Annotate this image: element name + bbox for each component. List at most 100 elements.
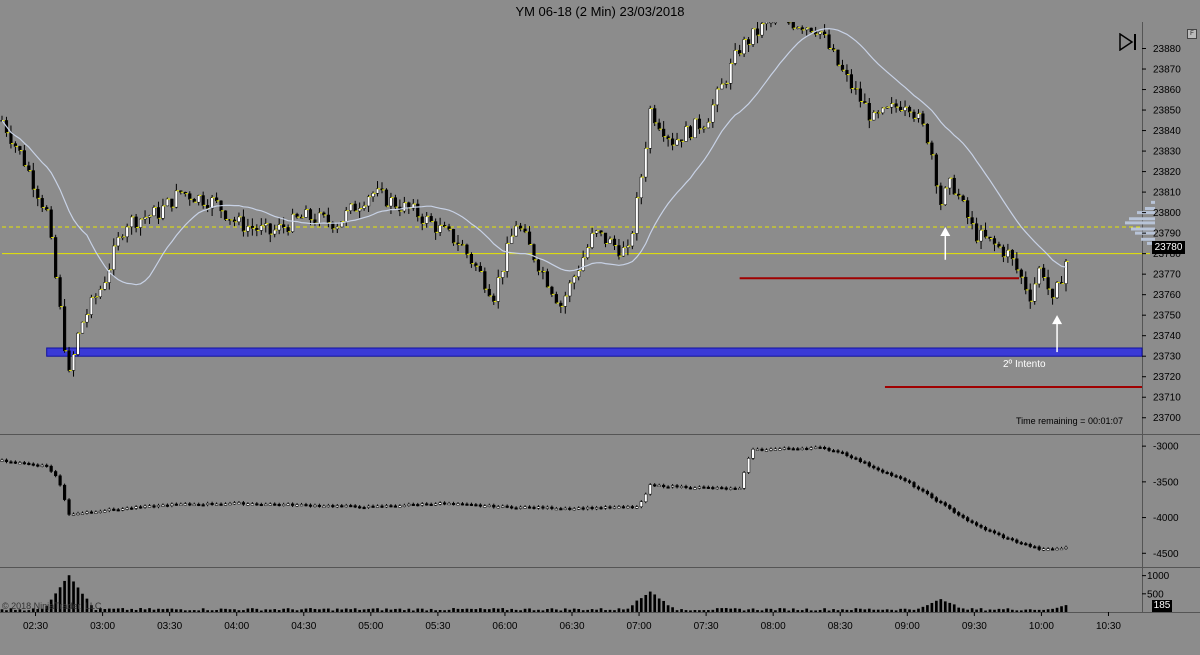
indicator-candle: [183, 503, 187, 506]
indicator-candle: [644, 493, 648, 502]
annotation-label: 2º Intento: [1003, 359, 1046, 370]
x-tick-label: 02:30: [23, 621, 48, 632]
x-tick-label: 03:00: [90, 621, 115, 632]
volume-bar: [335, 608, 339, 612]
volume-bar: [9, 608, 13, 612]
support-zone: [46, 347, 1143, 357]
indicator-candle: [818, 446, 822, 449]
candle-body: [18, 146, 22, 151]
indicator-candle: [228, 503, 232, 506]
volume-bar: [1051, 608, 1054, 612]
candle-body: [764, 22, 769, 24]
indicator-candle: [103, 510, 107, 513]
volume-bar: [876, 609, 880, 612]
indicator-candle: [116, 509, 120, 512]
candle-body: [206, 205, 210, 209]
volume-bar: [188, 610, 192, 612]
volume-bar: [622, 609, 625, 612]
indicator-candle: [58, 475, 62, 486]
candle-body: [554, 294, 558, 304]
indicator-candle: [1059, 548, 1064, 551]
volume-bar: [27, 610, 31, 612]
candle-body: [371, 193, 375, 197]
indicator-candle: [40, 464, 44, 467]
volume-bar: [139, 608, 142, 612]
indicator-candle: [983, 527, 988, 531]
indicator-candle: [894, 475, 898, 478]
volume-bar: [939, 599, 943, 612]
indicator-candle: [94, 511, 98, 514]
candle-body: [1006, 249, 1010, 258]
price-pane[interactable]: 23880 23870 23860 23850 23840 23830 23820 23810…: [0, 22, 1200, 435]
volume-chart[interactable]: 1000 500 02:30 03:00 03:30 04:00 04:30 05:00 05:…: [0, 568, 1200, 655]
volume-bar: [170, 608, 174, 612]
price-tick-label: 23820: [1153, 167, 1181, 178]
volume-bar: [54, 593, 57, 612]
volume-bar: [832, 609, 835, 612]
price-tick-label: 23780: [1153, 249, 1181, 260]
indicator-candle: [653, 484, 657, 487]
indicator-candle: [903, 478, 907, 482]
candle-body: [27, 165, 31, 171]
indicator-candle: [340, 505, 344, 508]
indicator-candle: [568, 507, 572, 510]
candle-body: [349, 203, 353, 211]
indicator-candle: [487, 504, 491, 507]
candle-body: [577, 270, 581, 278]
candle-body: [1055, 282, 1059, 299]
volume-bar: [90, 605, 93, 612]
indicator-candle: [192, 503, 196, 506]
candle-body: [925, 123, 930, 144]
volume-bar: [125, 609, 129, 612]
volume-bar: [751, 608, 755, 612]
candle-body: [742, 39, 746, 55]
volume-bar: [40, 608, 44, 612]
indicator-pane[interactable]: -3000 -3500 -4000 -4500: [0, 435, 1200, 568]
volume-bar: [608, 609, 612, 612]
indicator-candle: [121, 508, 125, 511]
indicator-candle: [67, 499, 71, 515]
volume-bar: [541, 610, 545, 612]
volume-bar: [532, 610, 536, 612]
indicator-candle: [563, 507, 567, 510]
price-chart[interactable]: 23880 23870 23860 23850 23840 23830 23820 23810…: [0, 22, 1200, 435]
candle-body: [1028, 289, 1032, 302]
candle-body: [581, 257, 585, 271]
volume-bar: [948, 602, 952, 612]
volume-bar: [192, 610, 196, 612]
candle-body: [429, 216, 433, 222]
volume-tick-label: 500: [1147, 589, 1164, 600]
price-tick-label: 23870: [1153, 65, 1181, 76]
volume-bar: [800, 610, 804, 612]
volume-bar: [796, 610, 800, 612]
indicator-candle: [778, 448, 782, 451]
scroll-to-end-icon[interactable]: [1117, 33, 1139, 51]
arrow-second-touch-head: [1052, 315, 1063, 325]
indicator-candle: [898, 476, 903, 479]
volume-bar: [291, 609, 294, 612]
candle-body: [89, 297, 94, 315]
volume-bar: [702, 610, 706, 612]
candle-body: [425, 216, 429, 224]
candle-body: [939, 185, 943, 205]
volume-bar: [228, 609, 232, 612]
float-toggle-icon[interactable]: F: [1187, 29, 1197, 39]
x-tick-label: 07:30: [694, 621, 719, 632]
indicator-candle: [174, 503, 178, 506]
indicator-candle: [809, 447, 813, 450]
indicator-candle: [988, 529, 992, 532]
volume-bar: [224, 608, 227, 612]
indicator-candle: [912, 482, 916, 488]
arrow-first-touch-head: [940, 226, 951, 236]
candle-body: [483, 271, 487, 290]
volume-bar: [18, 609, 22, 612]
candle-body: [930, 142, 934, 156]
indicator-candle: [1064, 546, 1068, 549]
indicator-candle: [483, 505, 487, 508]
candle-body: [898, 106, 903, 111]
volume-pane[interactable]: 1000 500 02:30 03:00 03:30 04:00 04:30 05:00 05:…: [0, 568, 1200, 655]
indicator-candle: [876, 467, 880, 471]
indicator-candle: [134, 506, 138, 509]
candle-body: [478, 265, 482, 272]
indicator-chart[interactable]: -3000 -3500 -4000 -4500: [0, 435, 1200, 568]
